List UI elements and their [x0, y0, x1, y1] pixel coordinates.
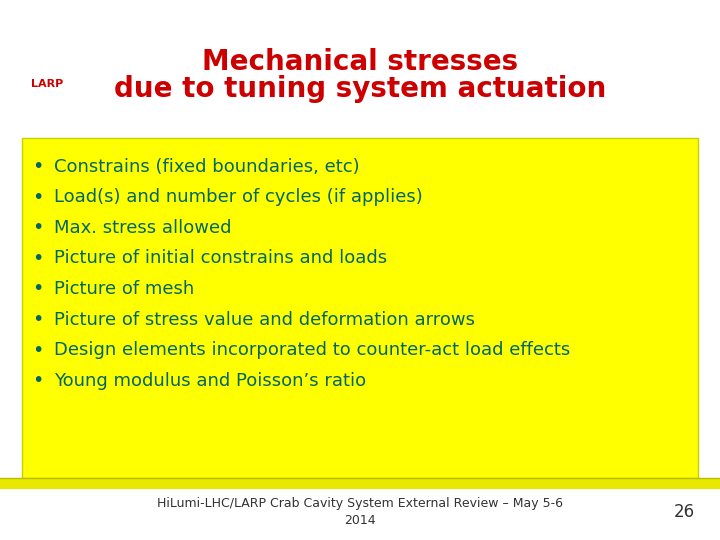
Text: LARP: LARP: [31, 79, 63, 89]
Text: 26: 26: [674, 503, 695, 521]
Bar: [22, 138, 698, 478]
Text: •: •: [32, 157, 43, 176]
Text: Design elements incorporated to counter-act load effects: Design elements incorporated to counter-…: [54, 341, 570, 359]
Text: Mechanical stresses: Mechanical stresses: [202, 48, 518, 76]
Text: •: •: [32, 310, 43, 329]
Text: due to tuning system actuation: due to tuning system actuation: [114, 75, 606, 103]
Text: Max. stress allowed: Max. stress allowed: [54, 219, 232, 237]
Text: Picture of initial constrains and loads: Picture of initial constrains and loads: [54, 249, 387, 267]
Bar: [0, 478, 720, 489]
Text: Picture of mesh: Picture of mesh: [54, 280, 194, 298]
Text: •: •: [32, 249, 43, 268]
Text: Constrains (fixed boundaries, etc): Constrains (fixed boundaries, etc): [54, 158, 359, 176]
Text: Load(s) and number of cycles (if applies): Load(s) and number of cycles (if applies…: [54, 188, 423, 206]
Text: •: •: [32, 341, 43, 360]
Text: HiLumi-LHC/LARP Crab Cavity System External Review – May 5-6
2014: HiLumi-LHC/LARP Crab Cavity System Exter…: [157, 497, 563, 527]
Text: •: •: [32, 372, 43, 390]
Text: Young modulus and Poisson’s ratio: Young modulus and Poisson’s ratio: [54, 372, 366, 390]
Text: •: •: [32, 187, 43, 207]
Text: Picture of stress value and deformation arrows: Picture of stress value and deformation …: [54, 310, 475, 329]
Text: •: •: [32, 280, 43, 299]
Text: •: •: [32, 218, 43, 237]
